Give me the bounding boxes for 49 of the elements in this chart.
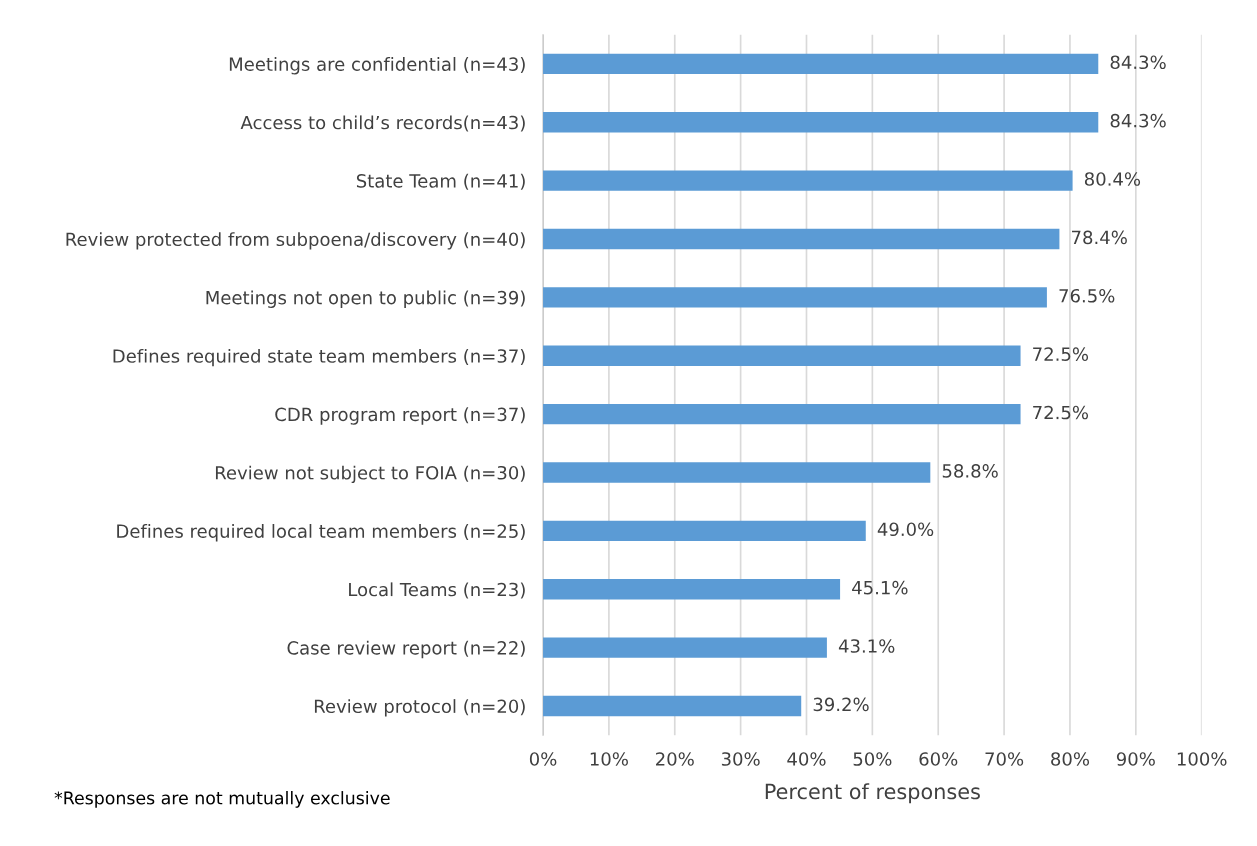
data-label: 72.5% — [1033, 347, 1089, 361]
x-tick-label: 30% — [721, 752, 760, 766]
y-tick-label: Access to child’s records(n=43) — [240, 115, 525, 132]
data-label: 72.5% — [1033, 405, 1089, 420]
x-tick-label: 10% — [590, 752, 628, 766]
y-tick-label: Review not subject to FOIA (n=30) — [215, 465, 525, 484]
y-tick-label: State Team (n=41) — [356, 173, 525, 190]
data-label: 49.0% — [877, 522, 934, 537]
data-label: 39.2% — [813, 697, 869, 712]
data-label: 84.3% — [1110, 113, 1166, 128]
x-axis-title: Percent of responses — [765, 783, 980, 804]
data-label: 45.1% — [852, 580, 908, 595]
y-tick-label: Local Teams (n=23) — [349, 582, 525, 599]
x-tick-label: 0% — [529, 752, 557, 766]
x-tick-label: 60% — [919, 752, 958, 766]
y-tick-label: Review protected from subpoena/discovery (n=40) — [66, 232, 525, 250]
bar — [543, 695, 802, 717]
text: *Responses are not mutually exclusive — [54, 791, 390, 808]
y-tick-label: Meetings not open to public (n=39) — [206, 290, 525, 308]
y-tick-label: Review protocol (n=20) — [314, 699, 525, 717]
y-tick-label: Meetings are confidential (n=43) — [229, 57, 525, 75]
bar — [543, 520, 866, 542]
data-label: 58.8% — [942, 464, 998, 478]
bar — [543, 579, 841, 600]
data-label: 84.3% — [1110, 55, 1166, 70]
y-tick-label: Defines required state team members (n=37) — [113, 348, 525, 367]
bar — [543, 228, 1060, 250]
data-label: 78.4% — [1072, 230, 1127, 245]
x-tick-label: 80% — [1051, 752, 1090, 766]
bar — [543, 287, 1047, 308]
y-tick-label: CDR program report (n=37) — [275, 407, 525, 425]
x-tick-label: 90% — [1116, 752, 1155, 766]
bar — [543, 345, 1021, 366]
x-tick-label: 70% — [985, 752, 1024, 766]
data-label: 80.4% — [1084, 172, 1141, 186]
bar — [543, 403, 1021, 425]
x-tick-label: 40% — [787, 752, 826, 766]
bar — [543, 637, 827, 658]
y-tick-label: Case review report (n=22) — [287, 640, 525, 659]
x-tick-label: 100% — [1177, 752, 1227, 766]
bar — [543, 53, 1099, 75]
bar — [543, 170, 1073, 191]
bar — [543, 112, 1099, 133]
y-tick-label: Defines required local team members (n=25) — [117, 524, 525, 542]
x-tick-label: 20% — [656, 752, 694, 766]
data-label: 76.5% — [1059, 288, 1115, 303]
bar — [543, 462, 931, 483]
x-tick-label: 50% — [853, 752, 892, 766]
data-label: 43.1% — [838, 639, 895, 653]
